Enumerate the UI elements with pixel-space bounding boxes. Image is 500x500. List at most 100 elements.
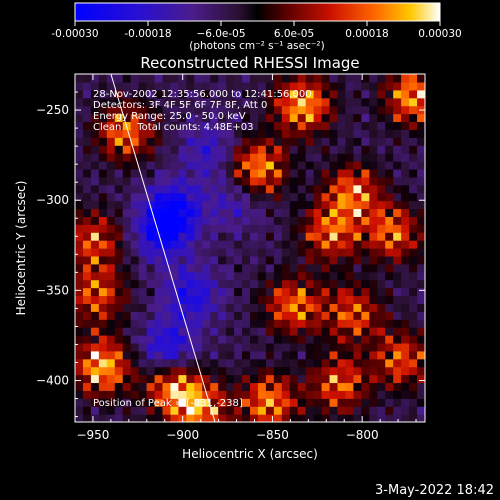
heatmap-cell (242, 287, 251, 297)
heatmap-cell (106, 327, 116, 336)
heatmap-cell (154, 184, 164, 194)
heatmap-cell (273, 184, 283, 194)
heatmap-cell (202, 89, 211, 99)
heatmap-cell (385, 74, 394, 83)
heatmap-cell (186, 137, 195, 146)
heatmap-cell (321, 255, 331, 265)
heatmap-cell (361, 232, 370, 241)
heatmap-cell (393, 398, 402, 407)
heatmap-cell (353, 295, 362, 304)
heatmap-cell (82, 414, 92, 422)
heatmap-cell (106, 279, 116, 289)
heatmap-cell (178, 168, 187, 178)
heatmap-cell (202, 74, 211, 83)
heatmap-cell (194, 398, 203, 407)
heatmap-cell (90, 255, 100, 265)
heatmap-cell (186, 208, 195, 217)
heatmap-cell (170, 97, 180, 107)
heatmap-cell (106, 74, 116, 83)
heatmap-cell (337, 184, 347, 194)
heatmap-cell (313, 295, 323, 304)
heatmap-cell (202, 184, 211, 194)
heatmap-cell (98, 232, 108, 241)
heatmap-cell (210, 350, 219, 360)
heatmap-cell (377, 366, 386, 376)
heatmap-cell (162, 81, 172, 91)
heatmap-cell (146, 137, 156, 146)
heatmap-cell (106, 240, 116, 249)
heatmap-cell (329, 168, 339, 178)
heatmap-cell (337, 271, 347, 281)
heatmap-cell (313, 97, 323, 107)
heatmap-cell (90, 192, 100, 202)
heatmap-cell (377, 153, 386, 162)
heatmap-cell (226, 240, 235, 249)
heatmap-cell (417, 89, 425, 99)
heatmap-cell (106, 224, 116, 233)
heatmap-cell (218, 89, 227, 99)
heatmap-cell (377, 232, 386, 241)
heatmap-cell (154, 81, 164, 91)
heatmap-cell (106, 358, 116, 368)
heatmap-cell (353, 374, 362, 384)
heatmap-cell (337, 414, 347, 422)
heatmap-cell (321, 263, 331, 273)
heatmap-cell (417, 74, 425, 83)
heatmap-cell (122, 398, 132, 407)
heatmap-cell (393, 255, 402, 265)
heatmap-cell (226, 97, 235, 107)
heatmap-cell (234, 168, 243, 178)
heatmap-cell (369, 161, 378, 170)
heatmap-cell (90, 271, 100, 281)
heatmap-cell (265, 366, 275, 376)
heatmap-cell (226, 105, 235, 115)
x-tick-label: −850 (256, 428, 289, 442)
heatmap-cell (377, 255, 386, 265)
heatmap-cell (202, 216, 211, 225)
heatmap-cell (345, 216, 355, 225)
heatmap-cell (265, 192, 275, 202)
heatmap-cell (154, 350, 164, 360)
heatmap-cell (234, 287, 243, 297)
heatmap-cell (210, 232, 219, 241)
heatmap-cell (90, 374, 100, 384)
heatmap-cell (122, 208, 132, 217)
heatmap-cell (154, 358, 164, 368)
heatmap-cell (226, 271, 235, 281)
heatmap-cell (210, 97, 219, 107)
heatmap-cell (313, 414, 323, 422)
heatmap-cell (337, 208, 347, 217)
heatmap-cell (202, 129, 211, 138)
heatmap-cell (162, 208, 172, 217)
heatmap-cell (345, 303, 355, 312)
heatmap-cell (178, 192, 187, 202)
heatmap-cell (218, 311, 227, 320)
heatmap-cell (345, 374, 355, 384)
heatmap-cell (361, 390, 370, 399)
heatmap-cell (393, 97, 402, 107)
heatmap-cell (226, 327, 235, 336)
heatmap-cell (75, 335, 84, 344)
heatmap-cell (75, 208, 84, 217)
heatmap-cell (313, 287, 323, 297)
heatmap-cell (234, 192, 243, 202)
heatmap-cell (345, 97, 355, 107)
heatmap-cell (75, 168, 84, 178)
heatmap-cell (273, 113, 283, 123)
heatmap-cell (146, 81, 156, 91)
heatmap-cell (329, 255, 339, 265)
heatmap-cell (162, 232, 172, 241)
heatmap-cell (329, 121, 339, 130)
heatmap-cell (345, 358, 355, 368)
heatmap-cell (210, 271, 219, 281)
heatmap-cell (337, 295, 347, 304)
heatmap-cell (170, 113, 180, 123)
heatmap-cell (273, 350, 283, 360)
heatmap-cell (226, 406, 235, 415)
heatmap-cell (409, 224, 418, 233)
heatmap-cell (226, 200, 235, 210)
heatmap-cell (162, 319, 172, 328)
heatmap-cell (186, 121, 195, 130)
heatmap-cell (369, 414, 378, 422)
heatmap-cell (114, 335, 124, 344)
